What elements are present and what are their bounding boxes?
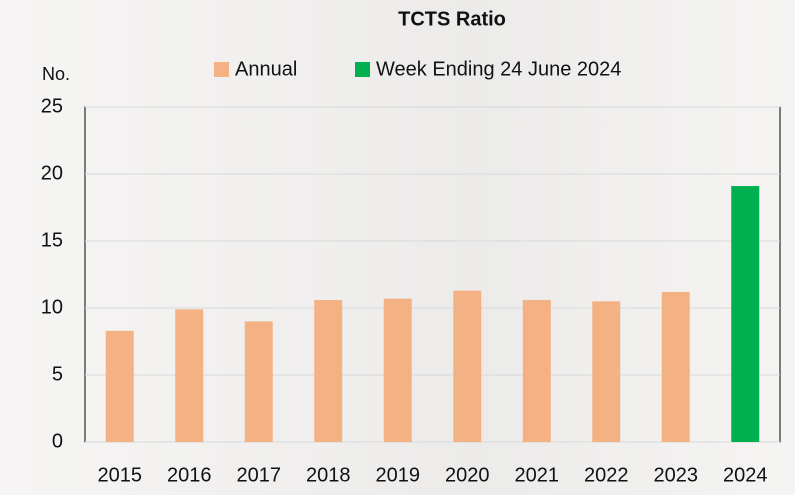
bar bbox=[244, 321, 273, 442]
y-axis-label: No. bbox=[42, 64, 70, 84]
chart-title: TCTS Ratio bbox=[398, 8, 506, 30]
bar bbox=[522, 299, 551, 442]
x-tick-label: 2021 bbox=[515, 464, 560, 486]
x-tick-label: 2023 bbox=[654, 464, 699, 486]
legend-label: Week Ending 24 June 2024 bbox=[376, 58, 621, 80]
legend-swatch bbox=[214, 62, 229, 77]
bar bbox=[592, 301, 621, 442]
y-tick-label: 5 bbox=[52, 363, 63, 385]
legend-swatch bbox=[355, 62, 370, 77]
y-tick-label: 0 bbox=[52, 430, 63, 452]
x-tick-label: 2019 bbox=[376, 464, 421, 486]
bar bbox=[731, 186, 760, 442]
bar bbox=[314, 299, 343, 442]
x-tick-label: 2020 bbox=[445, 464, 490, 486]
bar bbox=[383, 298, 412, 442]
x-tick-label: 2015 bbox=[98, 464, 143, 486]
bar bbox=[175, 309, 204, 442]
x-tick-label: 2016 bbox=[167, 464, 212, 486]
x-tick-label: 2018 bbox=[306, 464, 351, 486]
bar bbox=[661, 291, 690, 442]
y-tick-label: 25 bbox=[41, 95, 63, 117]
bar bbox=[453, 290, 482, 442]
y-tick-label: 20 bbox=[41, 162, 63, 184]
x-tick-label: 2017 bbox=[237, 464, 282, 486]
x-tick-label: 2022 bbox=[584, 464, 629, 486]
bar bbox=[105, 330, 134, 442]
x-tick-label: 2024 bbox=[723, 464, 768, 486]
y-tick-label: 15 bbox=[41, 229, 63, 251]
y-tick-label: 10 bbox=[41, 296, 63, 318]
legend-label: Annual bbox=[235, 58, 297, 80]
